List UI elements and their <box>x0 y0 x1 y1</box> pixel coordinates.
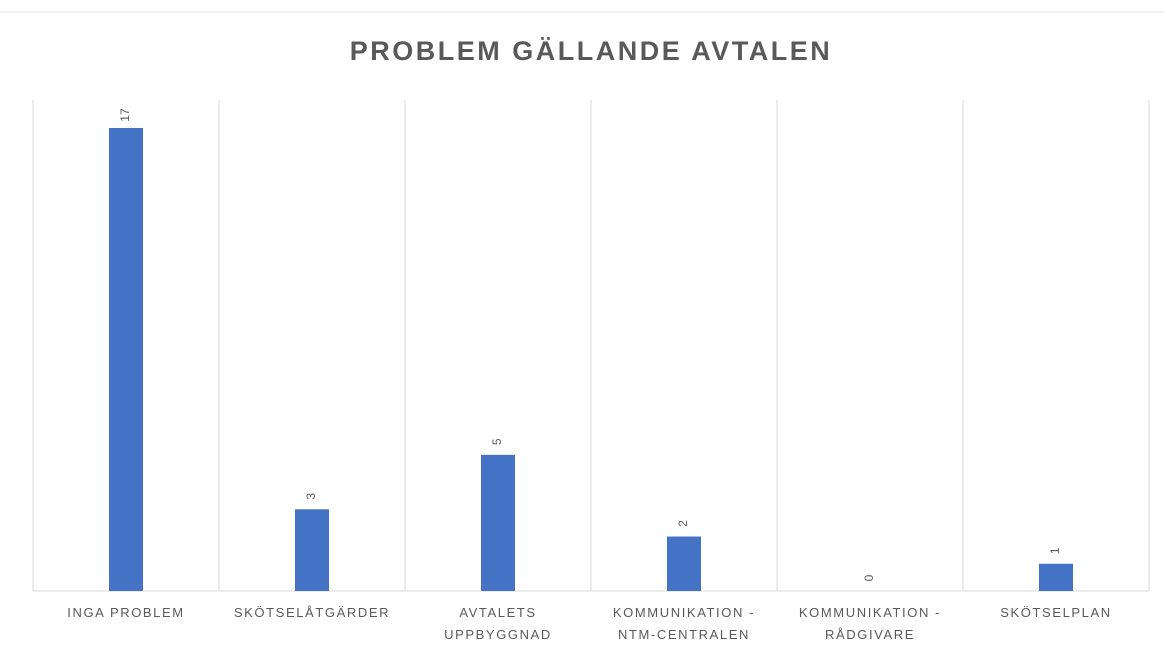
data-label: 17 <box>118 108 132 122</box>
x-tick-label: KOMMUNIKATION - RÅDGIVARE <box>798 605 942 642</box>
x-tick-label: KOMMUNIKATION - NTM-CENTRALEN <box>612 605 756 642</box>
data-label: 0 <box>862 574 876 581</box>
bar <box>109 128 143 591</box>
chart-title: PROBLEM GÄLLANDE AVTALEN <box>350 36 832 66</box>
data-label: 1 <box>1048 547 1062 554</box>
x-tick-label: INGA PROBLEM <box>67 605 185 620</box>
data-label: 2 <box>676 520 690 527</box>
x-tick-label: SKÖTSELPLAN <box>1000 605 1112 620</box>
bar <box>1039 563 1073 591</box>
x-tick-label: AVTALETS UPPBYGGNAD <box>444 605 552 642</box>
bar <box>295 509 329 591</box>
bar <box>481 454 515 591</box>
data-label: 5 <box>490 438 504 445</box>
bar <box>667 536 701 591</box>
x-tick-label: SKÖTSELÅTGÄRDER <box>233 605 391 620</box>
data-label: 3 <box>304 493 318 500</box>
